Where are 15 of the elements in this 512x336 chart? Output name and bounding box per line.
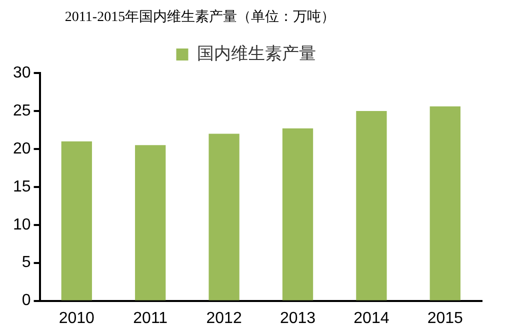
y-tick-label: 30	[13, 64, 31, 82]
x-tick-label: 2013	[280, 310, 316, 327]
y-tick-label: 20	[13, 140, 31, 158]
y-tick-label: 5	[22, 254, 31, 272]
y-tick-label: 0	[22, 292, 31, 310]
y-tick-label: 15	[13, 178, 31, 196]
y-tick-label: 10	[13, 216, 31, 234]
chart-title: 2011-2015年国内维生素产量（单位：万吨）	[64, 8, 336, 26]
x-tick-label: 2012	[206, 310, 242, 327]
x-tick-label: 2010	[58, 310, 95, 327]
legend-label: 国内维生素产量	[196, 44, 316, 64]
x-tick-label: 2014	[354, 310, 390, 327]
x-tick-label: 2011	[133, 310, 168, 327]
y-tick-label: 25	[13, 102, 31, 120]
x-tick-label: 2015	[427, 310, 464, 327]
